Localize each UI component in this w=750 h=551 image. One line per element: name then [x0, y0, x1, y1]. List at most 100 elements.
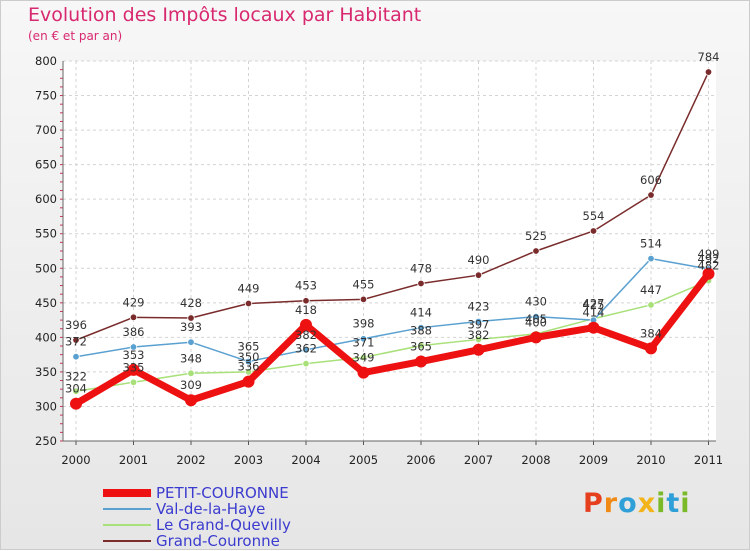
data-point: [417, 341, 425, 350]
y-tick-label: 400: [35, 330, 57, 344]
logo-letter: x: [637, 488, 657, 519]
data-label: 492: [698, 252, 720, 266]
logo-letter: i: [680, 488, 691, 519]
series-line-1: [75, 257, 709, 363]
data-point: [129, 313, 138, 322]
x-tick-label: 2001: [119, 453, 148, 467]
data-label: 322: [65, 369, 87, 383]
x-tick-label: 2005: [349, 453, 378, 467]
data-point: [187, 314, 195, 322]
x-tick-label: 2004: [291, 453, 320, 467]
data-point: [472, 343, 485, 356]
data-point: [417, 323, 425, 332]
data-point: [129, 343, 138, 351]
data-label: 372: [65, 335, 87, 349]
data-point: [187, 369, 195, 377]
logo-letter: P: [583, 488, 604, 519]
y-tick-label: 650: [35, 158, 57, 172]
x-tick-label: 2008: [521, 453, 550, 467]
data-point: [185, 394, 197, 407]
plot-area: [63, 61, 716, 441]
data-label: 365: [238, 340, 260, 354]
data-point: [242, 375, 255, 388]
data-label: 478: [410, 261, 432, 275]
data-label: 606: [640, 173, 662, 187]
logo-letter: i: [656, 488, 667, 519]
y-tick-label: 750: [35, 89, 57, 103]
series-line-3: [75, 71, 710, 341]
data-label: 425: [583, 298, 605, 312]
data-label: 353: [123, 348, 145, 362]
data-label: 514: [640, 237, 662, 251]
x-tick-label: 2007: [464, 453, 493, 467]
data-point: [645, 342, 657, 355]
data-point: [302, 346, 310, 354]
x-tick-label: 2002: [176, 453, 205, 467]
data-point: [244, 299, 253, 308]
data-point: [359, 295, 368, 304]
data-point: [359, 335, 368, 343]
data-point: [532, 247, 540, 255]
data-point: [187, 338, 195, 346]
data-label: 348: [180, 351, 202, 365]
x-tick-label: 2006: [406, 453, 435, 467]
proxiti-logo: Proxiti: [583, 488, 691, 519]
data-label: 554: [583, 209, 605, 223]
y-tick-label: 800: [35, 54, 57, 68]
data-label: 309: [180, 378, 202, 392]
y-tick-label: 250: [35, 434, 57, 448]
data-label: 371: [353, 335, 375, 349]
data-label: 362: [295, 342, 317, 356]
chart-subtitle: (en € et par an): [28, 29, 123, 43]
data-point: [532, 312, 540, 321]
x-tick-label: 2011: [694, 453, 723, 467]
x-tick-label: 2000: [61, 453, 90, 467]
legend-label: Le Grand-Quevilly: [156, 516, 291, 534]
data-label: 490: [468, 253, 490, 267]
data-label: 449: [238, 282, 260, 296]
data-label: 382: [468, 328, 490, 342]
data-point: [474, 271, 483, 279]
x-tick-label: 2003: [234, 453, 263, 467]
data-label: 447: [640, 283, 662, 297]
data-point: [474, 317, 483, 326]
data-point: [530, 331, 542, 344]
data-point: [587, 321, 600, 334]
data-point: [417, 279, 425, 288]
data-point: [357, 366, 370, 379]
data-point: [415, 355, 427, 368]
data-label: 784: [698, 50, 720, 64]
y-tick-label: 700: [35, 123, 57, 137]
x-tick-label: 2010: [636, 453, 665, 467]
data-point: [300, 318, 312, 331]
data-point: [302, 297, 310, 305]
data-label: 430: [525, 295, 547, 309]
data-point: [474, 335, 483, 344]
data-point: [129, 378, 138, 386]
y-tick-label: 500: [35, 261, 57, 275]
data-point: [70, 397, 82, 410]
data-point: [72, 336, 80, 344]
y-tick-label: 300: [35, 399, 57, 413]
logo-letter: t: [666, 488, 681, 519]
data-label: 429: [123, 295, 145, 309]
data-point: [302, 359, 310, 368]
x-tick-label: 2009: [579, 453, 608, 467]
data-label: 405: [525, 312, 547, 326]
data-label: 414: [410, 306, 432, 320]
y-tick-label: 350: [35, 365, 57, 379]
data-label: 388: [410, 324, 432, 338]
chart-title: Evolution des Impôts locaux par Habitant: [28, 4, 422, 26]
logo-letter: o: [618, 488, 638, 519]
data-label: 335: [123, 360, 145, 374]
data-point: [72, 387, 80, 395]
data-label: 525: [525, 229, 547, 243]
data-label: 349: [353, 351, 375, 365]
data-point: [702, 267, 715, 280]
data-point: [589, 227, 598, 235]
data-label: 396: [65, 318, 87, 332]
data-label: 397: [468, 317, 490, 331]
data-point: [359, 353, 368, 362]
